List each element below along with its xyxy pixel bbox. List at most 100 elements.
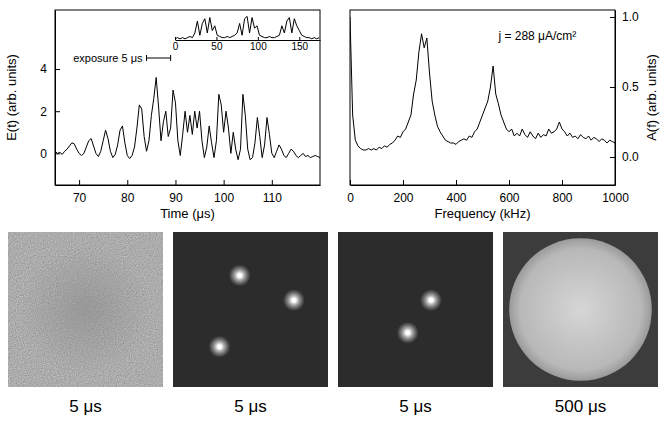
tick: 0 <box>347 180 354 205</box>
tick: 70 <box>73 180 87 205</box>
camera-frame <box>503 232 658 387</box>
exposure-bar-line <box>147 58 171 59</box>
data-line <box>175 16 319 38</box>
tick-mark <box>350 180 351 185</box>
tick-label: 2 <box>40 105 47 119</box>
tick: 2 <box>40 105 60 119</box>
tick-label: 4 <box>40 62 47 76</box>
tick-label: 0 <box>173 41 179 52</box>
camera-frame <box>338 232 493 387</box>
tick-label: 400 <box>446 191 466 205</box>
inset-x-axis: 0 50 100 150 <box>173 37 321 52</box>
tick: 0.0 <box>610 150 639 164</box>
tick-mark <box>610 17 615 18</box>
spot-halo <box>420 289 442 311</box>
tick: 150 <box>291 37 308 52</box>
axis-line <box>56 185 321 186</box>
tick-label: 0.5 <box>622 80 639 94</box>
spot-halo <box>283 289 305 311</box>
axis-line <box>55 11 56 186</box>
y-axis-title: E(t) (arb. units) <box>4 54 19 141</box>
tick-mark <box>562 180 563 185</box>
spot-core <box>217 344 222 349</box>
tick-mark <box>258 37 259 40</box>
plot-area <box>55 77 320 159</box>
tick: 0.5 <box>610 80 639 94</box>
data-line <box>350 17 615 150</box>
frame-label: 500 μs <box>555 397 606 416</box>
frame-ground <box>8 232 163 387</box>
inset-plot-area <box>175 16 319 38</box>
tick-mark <box>55 111 60 112</box>
frame-ground <box>503 232 658 387</box>
tick-label: 80 <box>121 191 135 205</box>
tick-mark <box>610 157 615 158</box>
tick: 1.0 <box>610 10 639 24</box>
spot <box>420 289 442 311</box>
frame-label: 5 μs <box>69 397 101 416</box>
frame-glow <box>20 244 150 374</box>
frame-label: 5 μs <box>234 397 266 416</box>
plot-frame <box>350 10 615 185</box>
tick-label: 0 <box>347 191 354 205</box>
tick-mark <box>403 180 404 185</box>
tick-mark <box>610 87 615 88</box>
exposure-bar-cap <box>170 55 171 61</box>
spot-halo <box>397 322 419 344</box>
annotation: j = 288 μA/cm² <box>497 29 576 43</box>
tick-label: 50 <box>211 41 223 52</box>
tick-label: 110 <box>263 191 282 205</box>
x-axis: 0 200 400 600 800 1000 <box>347 180 629 205</box>
tick-mark <box>224 180 225 185</box>
camera-frame <box>8 232 163 387</box>
spot <box>397 322 419 344</box>
tick-mark <box>509 180 510 185</box>
tick: 0 <box>40 147 60 161</box>
tick-mark <box>216 37 217 40</box>
tick: 100 <box>250 37 267 52</box>
frame-ground <box>338 232 493 387</box>
exposure-bar <box>147 55 171 61</box>
tick: 600 <box>499 180 519 205</box>
tick-label: 1000 <box>602 191 629 205</box>
y-axis: 0 2 4 <box>40 11 60 186</box>
spot <box>209 336 231 358</box>
frame-noise <box>8 232 163 387</box>
y2-axis: 0.0 0.5 1.0 <box>610 10 639 185</box>
tick-label: 800 <box>552 191 572 205</box>
spot-core <box>429 298 434 303</box>
tick-label: 200 <box>393 191 413 205</box>
data-line <box>55 77 320 159</box>
exposure-bar-cap <box>146 55 147 61</box>
tick-mark <box>175 37 176 40</box>
tick-label: 1.0 <box>622 10 639 24</box>
tick-label: 100 <box>250 41 267 52</box>
spot <box>283 289 305 311</box>
x-axis: 708090100110 <box>56 180 321 205</box>
axis-line <box>351 185 616 186</box>
tick-mark <box>127 180 128 185</box>
spot-core <box>237 273 242 278</box>
tick-mark <box>79 180 80 185</box>
tick: 50 <box>211 37 223 52</box>
tick: 0 <box>173 37 179 52</box>
axis-line <box>615 11 616 186</box>
spot-core <box>291 298 296 303</box>
tick: 100 <box>214 180 234 205</box>
spot <box>229 264 251 286</box>
plot-area <box>350 17 615 150</box>
tick-label: 150 <box>291 41 308 52</box>
tick-mark <box>175 180 176 185</box>
spot-halo <box>229 264 251 286</box>
annotation: exposure 5 μs <box>73 52 143 64</box>
y2-axis-title: A(f) (arb. units) <box>644 54 659 141</box>
tick: 400 <box>446 180 466 205</box>
tick-label: 70 <box>73 191 87 205</box>
tick: 200 <box>393 180 413 205</box>
tick-mark <box>456 180 457 185</box>
tick-mark <box>272 180 273 185</box>
camera-frame <box>173 232 328 387</box>
plot-frame <box>55 10 320 185</box>
spot-halo <box>209 336 231 358</box>
tick-mark <box>55 69 60 70</box>
